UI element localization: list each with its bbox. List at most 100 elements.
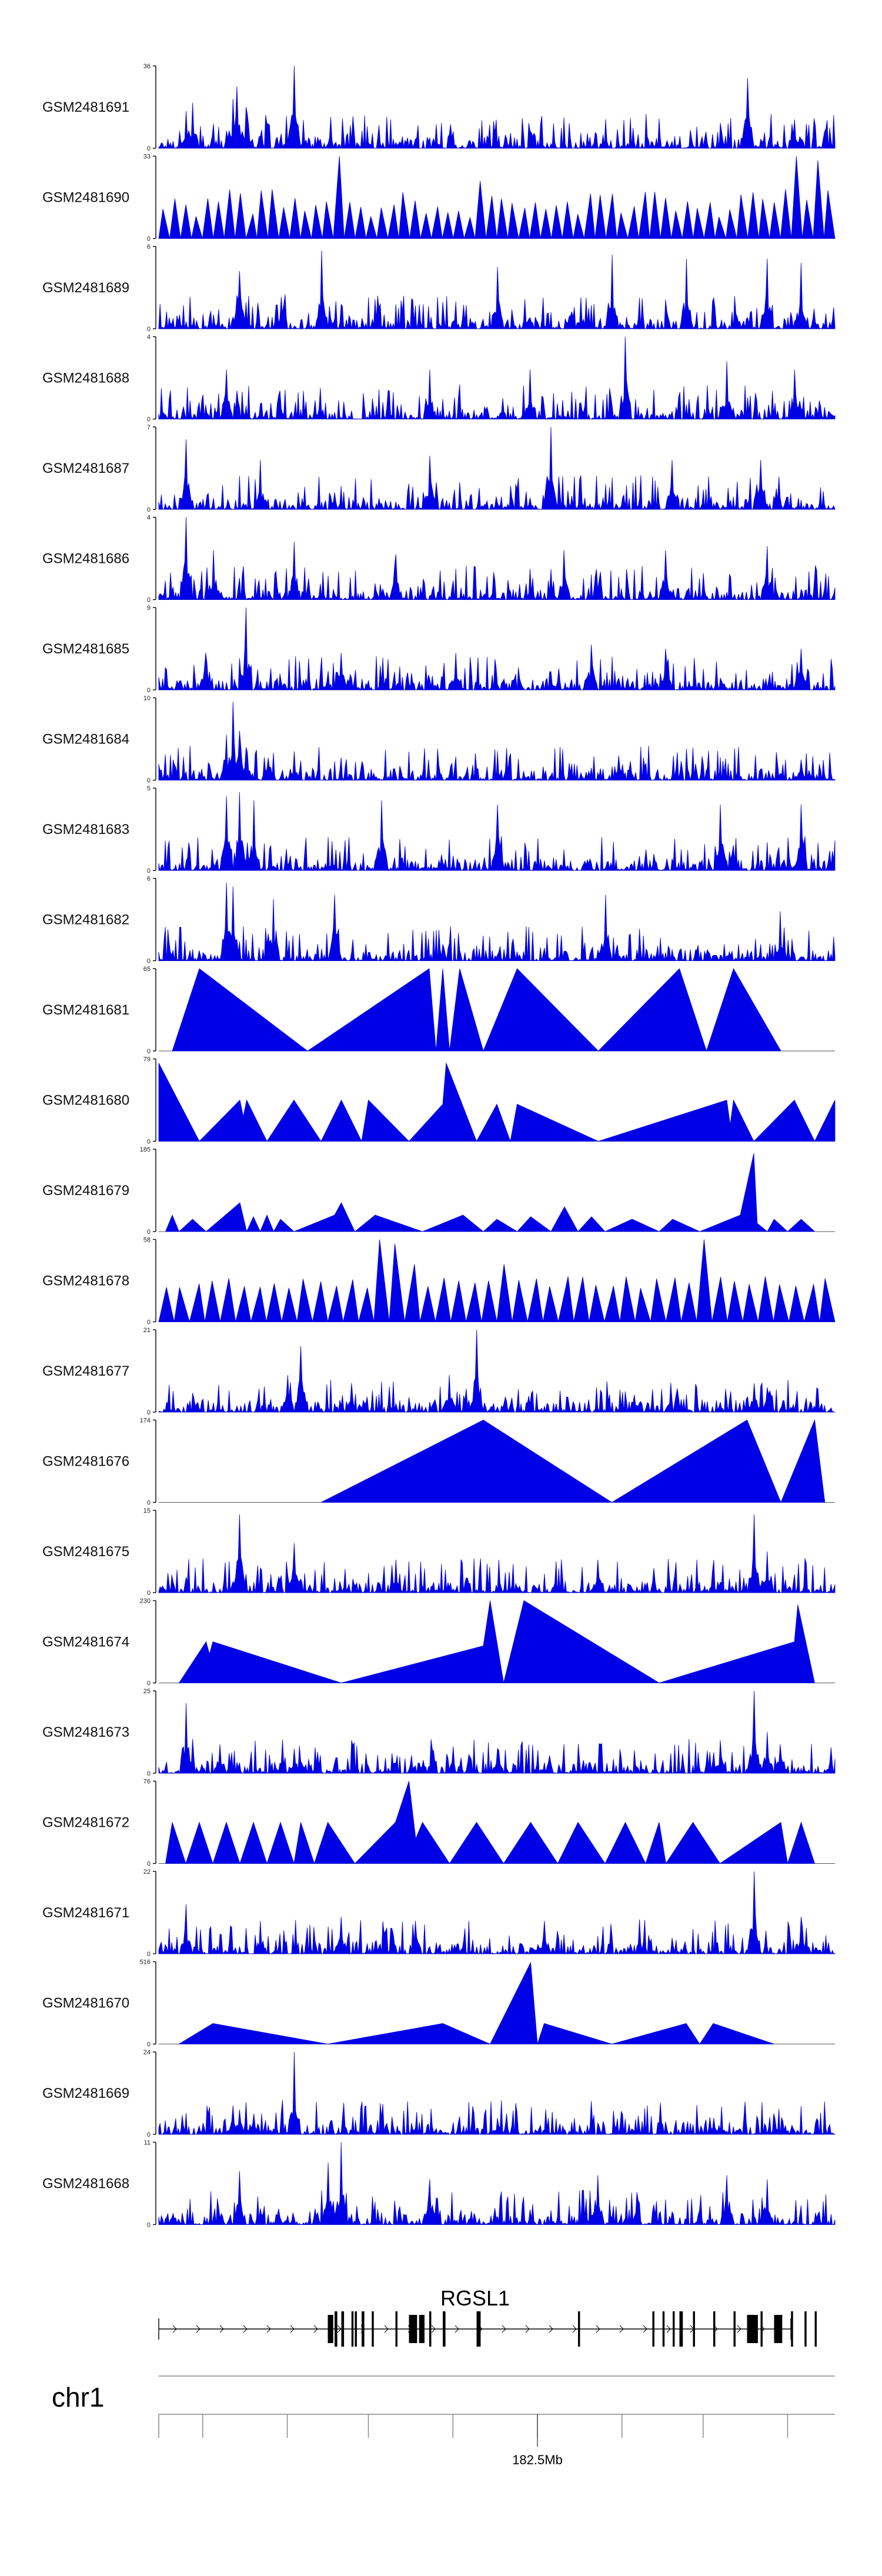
strand-arrow [172, 2325, 177, 2333]
y-axis-max-label: 6 [147, 243, 151, 251]
y-axis-max-label: 25 [143, 1688, 151, 1695]
coverage-area [158, 792, 836, 872]
y-axis-min-label: 0 [147, 1590, 151, 1597]
track-GSM2481689: GSM2481689 6 0 [42, 243, 836, 333]
exon [662, 2311, 665, 2347]
track-GSM2481691: GSM2481691 36 0 [42, 63, 836, 152]
coverage-area [158, 1514, 836, 1594]
y-axis-min-label: 0 [147, 2041, 151, 2048]
y-axis-min-label: 0 [147, 1139, 151, 1146]
genome-axis-ticks [158, 2414, 789, 2447]
exon [443, 2311, 446, 2347]
exon [429, 2311, 432, 2347]
track-GSM2481678: GSM2481678 58 0 [42, 1237, 836, 1326]
y-axis-max-label: 185 [140, 1146, 151, 1153]
strand-arrow [266, 2325, 271, 2333]
track-GSM2481670: GSM2481670 516 0 [42, 1959, 835, 2048]
y-axis-max-label: 10 [143, 695, 151, 702]
y-axis-max-label: 174 [140, 1417, 151, 1424]
track-label: GSM2481686 [42, 551, 129, 567]
genome-coordinate-label: 182.5Mb [512, 2452, 563, 2467]
y-axis-max-label: 65 [143, 966, 151, 973]
track-label: GSM2481685 [42, 641, 129, 657]
exon [362, 2311, 365, 2347]
track-label: GSM2481684 [42, 732, 129, 748]
y-axis-min-label: 0 [147, 778, 151, 785]
exon [713, 2311, 716, 2347]
coverage-area [158, 156, 836, 239]
y-axis-max-label: 230 [140, 1598, 151, 1605]
exon [476, 2311, 481, 2347]
y-axis-max-label: 4 [147, 515, 151, 522]
exon [791, 2311, 793, 2347]
track-GSM2481673: GSM2481673 25 0 [42, 1688, 836, 1777]
y-axis-min-label: 0 [147, 867, 151, 875]
exon [395, 2311, 397, 2347]
coverage-area [158, 1239, 836, 1323]
strand-arrow [337, 2325, 342, 2333]
coverage-area [158, 607, 836, 691]
strand-arrow [431, 2325, 436, 2333]
track-label: GSM2481671 [42, 1905, 129, 1921]
y-axis-min-label: 0 [147, 597, 151, 604]
y-axis-min-label: 0 [147, 2131, 151, 2138]
exon [760, 2311, 763, 2347]
track-GSM2481672: GSM2481672 76 0 [42, 1778, 835, 1868]
y-axis-min-label: 0 [147, 1500, 151, 1507]
exon [409, 2315, 417, 2343]
track-label: GSM2481680 [42, 1093, 129, 1109]
strand-arrow [619, 2325, 624, 2333]
track-GSM2481671: GSM2481671 22 0 [42, 1868, 836, 1958]
coverage-area [158, 1871, 836, 1955]
y-axis-min-label: 0 [147, 1680, 151, 1687]
coverage-area [320, 1419, 826, 1503]
coverage-area [158, 1063, 836, 1143]
track-label: GSM2481687 [42, 461, 129, 476]
strand-arrow [572, 2325, 577, 2333]
y-axis-max-label: 5 [147, 785, 151, 792]
coverage-area [158, 517, 836, 600]
track-GSM2481669: GSM2481669 24 0 [42, 2049, 836, 2138]
y-axis-min-label: 0 [147, 416, 151, 423]
gene-name-label: RGSL1 [440, 2286, 510, 2310]
track-GSM2481681: GSM2481681 65 0 [42, 966, 835, 1055]
track-label: GSM2481683 [42, 822, 129, 837]
y-axis-min-label: 0 [147, 1409, 151, 1416]
track-label: GSM2481670 [42, 1996, 129, 2011]
y-axis-min-label: 0 [147, 958, 151, 965]
strand-arrow [290, 2325, 295, 2333]
y-axis-min-label: 0 [147, 1770, 151, 1777]
y-axis-max-label: 6 [147, 876, 151, 883]
strand-arrow [502, 2325, 506, 2333]
track-GSM2481676: GSM2481676 174 0 [42, 1417, 835, 1507]
coverage-area [158, 1329, 836, 1413]
exon [652, 2311, 654, 2347]
coverage-area [158, 336, 836, 420]
exon [774, 2315, 783, 2343]
track-label: GSM2481690 [42, 190, 129, 206]
coverage-area [165, 1781, 816, 1864]
y-axis-min-label: 0 [147, 1861, 151, 1868]
exon [372, 2311, 374, 2347]
track-label: GSM2481676 [42, 1454, 129, 1470]
track-label: GSM2481688 [42, 371, 129, 386]
y-axis-max-label: 33 [143, 154, 151, 161]
track-GSM2481683: GSM2481683 5 0 [42, 785, 836, 875]
chromosome-label: chr1 [52, 2382, 104, 2413]
track-GSM2481690: GSM2481690 33 0 [42, 154, 836, 243]
exon [814, 2311, 817, 2347]
y-axis-min-label: 0 [147, 1319, 151, 1326]
strand-arrow [596, 2325, 600, 2333]
strand-arrow [219, 2325, 224, 2333]
y-axis-max-label: 24 [143, 2049, 151, 2056]
strand-arrow [666, 2325, 671, 2333]
track-label: GSM2481669 [42, 2086, 129, 2101]
exon [355, 2311, 357, 2347]
track-label: GSM2481672 [42, 1815, 129, 1831]
y-axis-max-label: 22 [143, 1868, 151, 1876]
exon [733, 2311, 736, 2347]
track-label: GSM2481677 [42, 1363, 129, 1379]
strand-arrow [196, 2325, 201, 2333]
y-axis-max-label: 516 [140, 1959, 151, 1966]
